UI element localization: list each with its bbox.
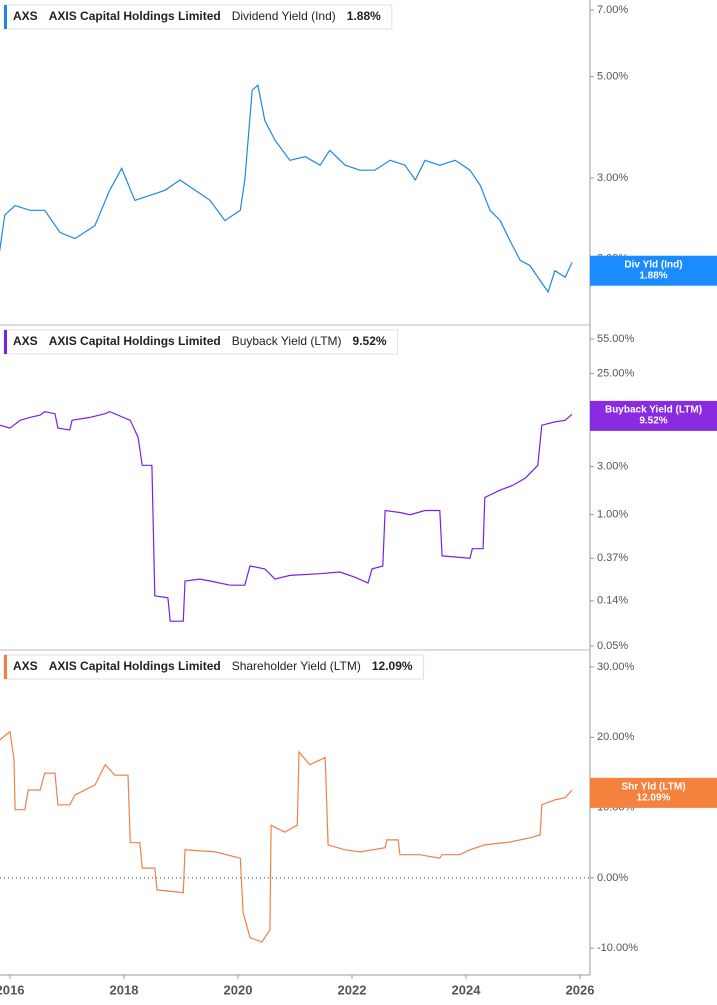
legend-series: Shareholder Yield (LTM) bbox=[232, 659, 361, 673]
data-line bbox=[0, 84, 573, 294]
legend-ticker: AXS bbox=[13, 9, 38, 23]
y-tick-label: 20.00% bbox=[597, 731, 635, 743]
legend-ticker: AXS bbox=[13, 334, 38, 348]
legend-box bbox=[3, 329, 399, 355]
current-value-label: 12.09% bbox=[637, 793, 671, 804]
x-tick-label: 2026 bbox=[566, 982, 595, 997]
x-tick-label: 2018 bbox=[110, 982, 139, 997]
legend-swatch bbox=[4, 330, 7, 354]
y-tick-label: 0.05% bbox=[597, 640, 628, 652]
legend-ticker: AXS bbox=[13, 659, 38, 673]
y-tick-label: 0.00% bbox=[597, 872, 628, 884]
legend-swatch bbox=[4, 655, 7, 679]
legend-company: AXIS Capital Holdings Limited bbox=[49, 659, 221, 673]
y-tick-label: 1.00% bbox=[597, 509, 628, 521]
current-value-label: 1.88% bbox=[639, 270, 667, 281]
y-tick-label: 3.00% bbox=[597, 172, 628, 184]
x-tick-label: 2020 bbox=[224, 982, 253, 997]
y-tick-label: 3.00% bbox=[597, 460, 628, 472]
legend-value: 9.52% bbox=[353, 334, 387, 348]
y-tick-label: 55.00% bbox=[597, 333, 635, 345]
x-tick-label: 2016 bbox=[0, 982, 24, 997]
legend-swatch bbox=[4, 5, 7, 29]
data-line bbox=[0, 730, 573, 943]
current-value-label: 9.52% bbox=[639, 416, 667, 427]
current-series-label: Buyback Yield (LTM) bbox=[605, 405, 702, 416]
x-tick-label: 2024 bbox=[452, 982, 482, 997]
x-tick-label: 2022 bbox=[338, 982, 367, 997]
y-tick-label: 25.00% bbox=[597, 367, 635, 379]
current-value-box bbox=[590, 777, 717, 808]
y-tick-label: 30.00% bbox=[597, 661, 635, 673]
legend-box bbox=[3, 654, 425, 680]
legend-box bbox=[3, 4, 393, 30]
y-tick-label: 5.00% bbox=[597, 71, 628, 83]
legend-series: Dividend Yield (Ind) bbox=[232, 9, 336, 23]
legend-value: 1.88% bbox=[347, 9, 381, 23]
legend-series: Buyback Yield (LTM) bbox=[232, 334, 342, 348]
current-series-label: Shr Yld (LTM) bbox=[621, 782, 685, 793]
current-series-label: Div Yld (Ind) bbox=[624, 259, 682, 270]
data-line bbox=[0, 410, 573, 622]
y-tick-label: -10.00% bbox=[597, 942, 638, 954]
y-tick-label: 0.14% bbox=[597, 595, 628, 607]
legend-company: AXIS Capital Holdings Limited bbox=[49, 334, 221, 348]
y-tick-label: 7.00% bbox=[597, 4, 628, 16]
current-value-box bbox=[590, 400, 717, 431]
y-tick-label: 0.37% bbox=[597, 552, 628, 564]
legend-value: 12.09% bbox=[372, 659, 413, 673]
legend-company: AXIS Capital Holdings Limited bbox=[49, 9, 221, 23]
current-value-box bbox=[590, 255, 717, 286]
